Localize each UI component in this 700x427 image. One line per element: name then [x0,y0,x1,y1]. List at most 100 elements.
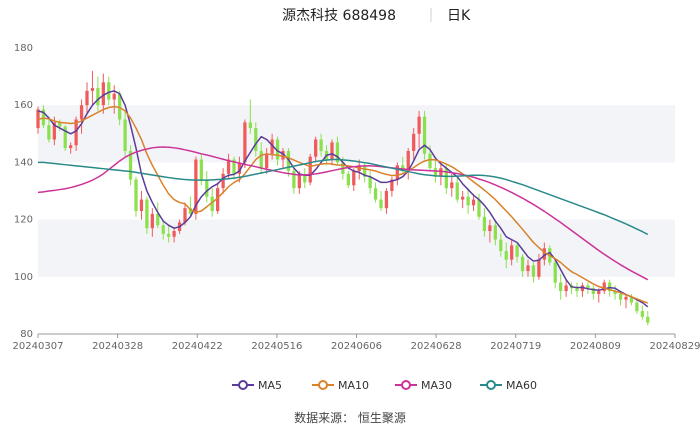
candle-body [379,199,383,209]
candle [384,188,389,214]
candle-body [384,191,389,209]
candle-body [161,225,165,234]
candle-body [591,288,595,294]
candle [395,162,399,186]
candle [417,110,421,149]
legend-swatch-marker [486,380,496,390]
candle-body [145,199,149,229]
candle-body [107,82,111,100]
candle [161,219,165,240]
candle-body [237,162,242,174]
x-tick-label: 20240307 [13,341,64,352]
candle-body [553,262,557,283]
candle [526,259,530,277]
candle-body [564,285,568,292]
candle [466,188,470,214]
candle-body [608,282,612,292]
ma-line-ma5 [37,90,649,308]
candle [520,253,525,277]
candle-body [406,150,410,171]
candle-body [635,302,639,312]
candle [624,293,628,309]
candle-body [112,93,116,100]
data-source: 数据来源： 恒生聚源 [294,410,406,425]
candle-body [150,213,154,229]
x-tick-label: 20240829 [650,341,700,352]
candle-body [499,239,503,252]
candle-body [243,122,247,163]
candle [575,282,579,297]
candle-body [450,182,454,189]
candle-body [422,116,427,154]
candle-body [559,282,563,292]
candle-body [531,265,536,277]
candle-body [308,156,312,183]
candle [319,133,323,157]
candle-body [390,179,394,191]
candle-body [85,90,89,106]
candle-body [395,165,399,180]
candle-body [613,291,617,294]
candle [194,156,198,220]
candle [128,145,133,186]
candle-body [79,105,84,120]
candle [156,202,160,229]
candle [433,156,438,183]
candle-body [47,125,51,140]
candle-body [183,208,187,223]
legend: MA5 MA10 MA30 MA60 [232,379,537,392]
candle-body [515,245,519,257]
y-tick-label: 80 [20,329,33,340]
candle-body [618,293,623,300]
candle [542,242,546,266]
candle-body [270,139,274,154]
candle [85,82,89,114]
candle [482,208,487,237]
candle-body [156,213,160,226]
candle-body [199,159,203,180]
legend-label: MA60 [506,379,537,392]
candle [515,242,519,263]
candle-body [477,199,481,217]
x-tick-label: 20240719 [490,341,541,352]
candle-body [63,126,67,149]
candle-body [96,88,100,106]
candle [591,285,595,300]
candle-body [188,208,193,214]
candle [139,191,144,220]
grid-band [38,219,675,277]
candle-body [520,256,525,272]
candle-body [123,119,127,151]
candle-body [417,116,421,134]
candle [145,196,149,234]
x-tick-label: 20240606 [331,341,382,352]
candle [368,170,372,194]
candle [107,76,111,106]
candle-body [69,145,73,149]
candle-body [493,225,497,240]
candle [79,99,84,134]
candle-body [232,159,236,174]
candle-body [118,93,122,120]
candle-body [286,150,291,171]
candle-body [254,128,258,151]
candle [635,299,639,314]
candle-body [314,139,318,157]
y-tick-label: 120 [14,215,33,226]
candle [412,128,416,160]
candle-body [526,265,530,272]
candle [69,142,73,154]
legend-item-ma30: MA30 [395,379,452,392]
candle [646,311,650,326]
candle [63,125,67,151]
candle-body [297,173,301,189]
x-tick-label: 20240516 [251,341,302,352]
candlesticks [36,70,650,326]
candle [248,99,252,134]
candle-body [101,82,105,106]
candle-body [139,199,144,212]
chart-header: 源杰科技 688498 日K [282,8,471,24]
candle [112,85,116,114]
moving-average-lines [37,90,649,308]
candle-body [167,233,171,237]
